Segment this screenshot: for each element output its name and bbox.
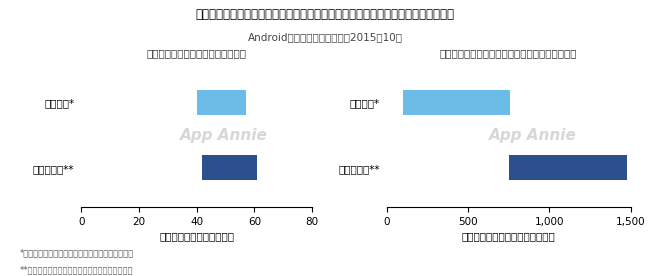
Bar (202, 155, 257, 180)
Text: Android搭載スマートフォン、2015年10月: Android搭載スマートフォン、2015年10月 (248, 32, 402, 42)
Text: App Annie: App Annie (489, 128, 577, 143)
X-axis label: ユーザーあたり平均セッション数: ユーザーあたり平均セッション数 (462, 231, 556, 241)
Title: 平均セッション時間の範囲（国別）: 平均セッション時間の範囲（国別） (147, 49, 246, 59)
Bar (508, 155, 627, 180)
X-axis label: 平均セッション時間（秒）: 平均セッション時間（秒） (159, 231, 234, 241)
Text: 欧米とアジアの比較：主要メッセージアプリの利用状況（アクティブユーザー別）: 欧米とアジアの比較：主要メッセージアプリの利用状況（アクティブユーザー別） (196, 8, 454, 21)
Title: ユーザーあたり平均セッション数の範囲（国別）: ユーザーあたり平均セッション数の範囲（国別） (440, 49, 577, 59)
Bar (196, 90, 246, 115)
Text: *欧米市場は、米国、カナダ、英国、およびドイツ: *欧米市場は、米国、カナダ、英国、およびドイツ (20, 248, 134, 258)
Text: **アジア市場は、日本、韓国、台湾、およびタイ: **アジア市場は、日本、韓国、台湾、およびタイ (20, 265, 133, 274)
Bar (403, 90, 510, 115)
Text: App Annie: App Annie (181, 128, 268, 143)
